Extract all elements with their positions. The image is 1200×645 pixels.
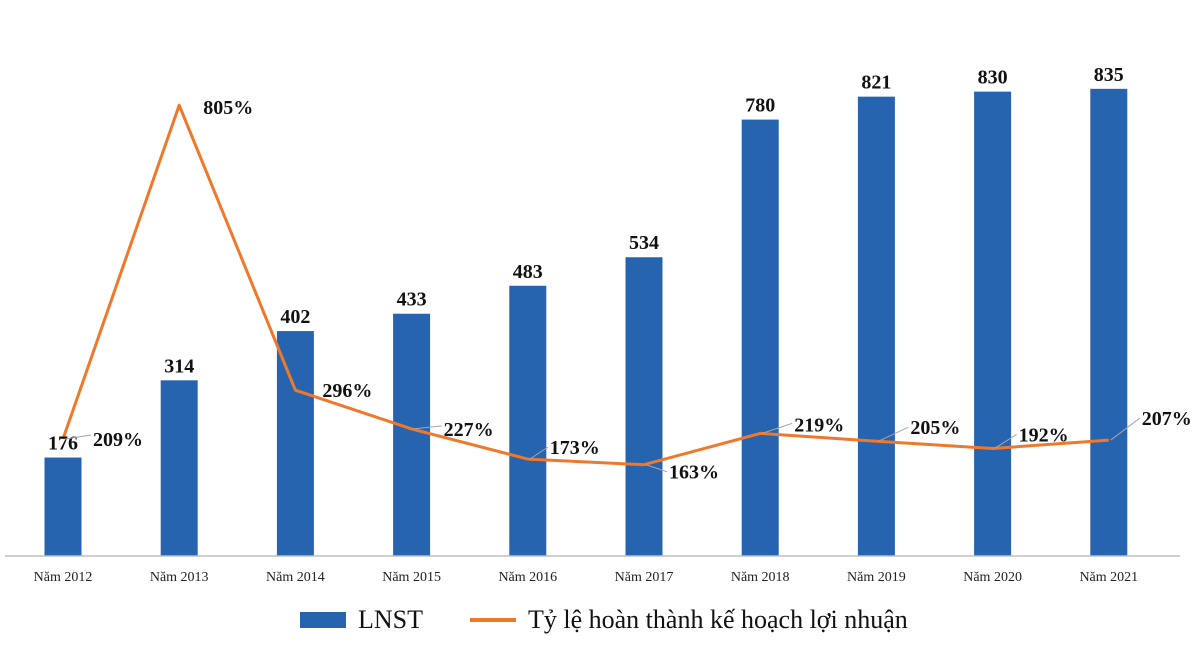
legend-label-ratio: Tỷ lệ hoàn thành kế hoạch lợi nhuận [528, 605, 908, 634]
leader-line [413, 425, 442, 430]
line-value-label: 805% [203, 97, 253, 119]
line-value-label: 207% [1142, 408, 1192, 430]
x-tick-label: Năm 2012 [34, 570, 93, 585]
line-value-label: 205% [910, 417, 960, 439]
leader-line [645, 464, 668, 473]
bar-value-label: 830 [978, 67, 1008, 89]
x-tick-label: Năm 2013 [150, 570, 209, 585]
x-tick-label: Năm 2020 [963, 570, 1022, 585]
legend-label-lnst: LNST [358, 605, 423, 634]
x-tick-label: Năm 2015 [382, 570, 441, 585]
bar [625, 257, 663, 556]
bar-value-labels: 176 314 402 433 483 534 780 821 830 835 [48, 64, 1124, 455]
legend-item-lnst: LNST [300, 600, 423, 640]
leader-line [994, 434, 1017, 449]
bar [741, 119, 779, 556]
line-value-label: 173% [550, 437, 600, 459]
line-value-label: 192% [1019, 424, 1069, 446]
bar-value-label: 780 [745, 95, 775, 117]
x-tick-label: Năm 2016 [498, 570, 557, 585]
line-value-label: 209% [93, 429, 143, 451]
bar-value-label: 483 [513, 261, 543, 283]
bar [509, 285, 547, 556]
x-tick-labels: Năm 2012 Năm 2013 Năm 2014 Năm 2015 Năm 2016… [34, 570, 1139, 585]
bar-value-label: 176 [48, 433, 78, 455]
leader-line [1110, 417, 1141, 441]
legend: LNST Tỷ lệ hoàn thành kế hoạch lợi nhuận [0, 600, 1200, 640]
leader-line [878, 426, 909, 442]
bar [857, 96, 895, 556]
bar-value-label: 821 [861, 72, 891, 94]
line-series-ratio [61, 103, 1109, 467]
bar-value-label: 534 [629, 232, 659, 254]
line-value-label: 163% [669, 462, 719, 484]
line-value-label: 296% [322, 380, 372, 402]
ratio-line [61, 103, 1109, 467]
x-tick-label: Năm 2019 [847, 570, 906, 585]
bar-value-label: 314 [164, 355, 194, 377]
x-tick-label: Năm 2014 [266, 570, 325, 585]
legend-swatch-bar [300, 612, 346, 628]
bar [44, 457, 82, 556]
bar-value-label: 433 [397, 289, 427, 311]
x-tick-label: Năm 2021 [1079, 570, 1138, 585]
legend-swatch-line [470, 618, 516, 622]
bar-value-label: 835 [1094, 64, 1124, 86]
line-value-label: 219% [794, 414, 844, 436]
leader-line [762, 422, 793, 434]
bar [974, 91, 1012, 557]
leader-line [529, 446, 549, 460]
leader-line [64, 434, 92, 440]
bar [1090, 88, 1128, 556]
bar-series-lnst [44, 88, 1128, 557]
x-tick-label: Năm 2017 [615, 570, 674, 585]
bar [393, 313, 431, 556]
line-value-labels: 209% 805% 296% 227% 173% 163% 219% 205% 192% 207% [64, 97, 1192, 484]
bar-value-label: 402 [280, 306, 310, 328]
bar [160, 380, 198, 556]
line-value-label: 227% [444, 419, 494, 441]
legend-item-ratio: Tỷ lệ hoàn thành kế hoạch lợi nhuận [470, 600, 908, 640]
bar [276, 331, 314, 556]
x-tick-label: Năm 2018 [731, 570, 790, 585]
